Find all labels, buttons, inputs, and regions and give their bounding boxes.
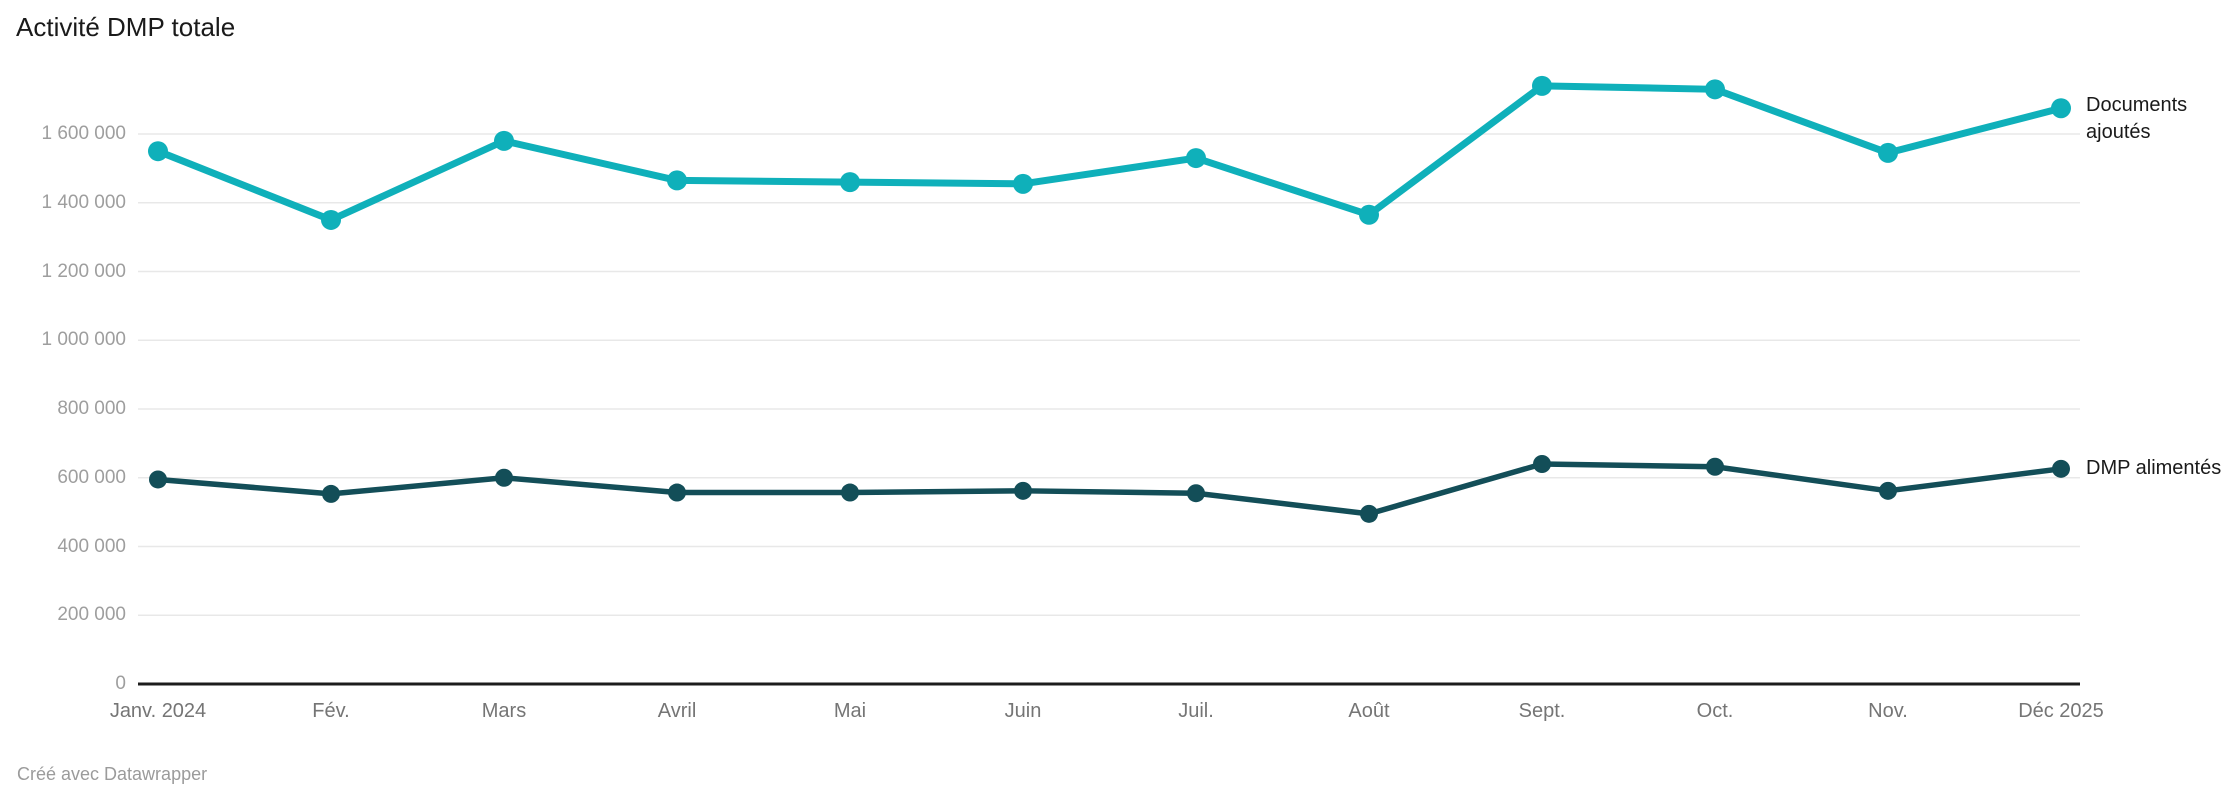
- chart-title: Activité DMP totale: [16, 12, 236, 42]
- x-axis-tick-label: Janv. 2024: [109, 700, 207, 722]
- data-point-dmp-aliment-s: [2052, 459, 2070, 478]
- y-axis-tick-label: 1 000 000: [41, 329, 126, 351]
- datawrapper-attribution-link[interactable]: Créé avec Datawrapper: [17, 764, 208, 784]
- data-point-documents-ajout-s: [1878, 142, 1898, 163]
- data-point-documents-ajout-s: [840, 172, 860, 193]
- data-point-documents-ajout-s: [321, 209, 341, 230]
- x-axis-tick-label: Oct.: [1696, 700, 1734, 722]
- series-label-dmp-alimentes: DMP alimentés: [2086, 457, 2222, 479]
- data-point-documents-ajout-s: [1359, 204, 1379, 225]
- data-point-dmp-aliment-s: [668, 483, 686, 502]
- data-point-documents-ajout-s: [148, 141, 168, 162]
- y-axis-tick-label: 0: [115, 673, 126, 694]
- y-axis-tick-label: 200 000: [57, 604, 126, 626]
- series-line-documents-ajout-s: [154, 82, 2065, 224]
- series-label-documents-ajoutes: Documents ajoutés: [2086, 94, 2188, 143]
- data-point-dmp-aliment-s: [1533, 455, 1551, 473]
- x-axis-tick-label: Sept.: [1518, 700, 1566, 722]
- data-point-dmp-aliment-s: [1706, 457, 1724, 476]
- x-axis-tick-label: Mai: [833, 700, 867, 722]
- data-point-dmp-aliment-s: [495, 468, 513, 487]
- y-axis-tick-label: 1 400 000: [41, 191, 126, 213]
- data-point-documents-ajout-s: [494, 130, 514, 151]
- data-point-dmp-aliment-s: [322, 484, 340, 503]
- y-axis-tick-label: 600 000: [57, 466, 126, 488]
- y-axis-tick-label: 1 200 000: [41, 260, 126, 282]
- data-point-dmp-aliment-s: [1879, 481, 1897, 500]
- y-axis-tick-label: 1 600 000: [41, 123, 126, 144]
- x-axis-tick-label: Juin: [1004, 700, 1042, 722]
- y-axis-tick-label: 400 000: [57, 535, 126, 557]
- data-point-documents-ajout-s: [1532, 75, 1552, 96]
- data-point-dmp-aliment-s: [149, 470, 167, 489]
- data-point-dmp-aliment-s: [1014, 481, 1032, 500]
- data-point-documents-ajout-s: [667, 170, 687, 191]
- y-axis-tick-label: 800 000: [57, 398, 126, 419]
- data-point-dmp-aliment-s: [1187, 484, 1205, 503]
- data-point-dmp-aliment-s: [841, 483, 859, 502]
- x-axis-tick-label: Nov.: [1868, 700, 1908, 722]
- series-line-dmp-aliment-s: [155, 461, 2064, 517]
- data-point-documents-ajout-s: [1013, 173, 1033, 194]
- x-axis-tick-label: Fév.: [312, 700, 350, 722]
- data-point-documents-ajout-s: [2051, 98, 2071, 119]
- x-axis-tick-label: Juil.: [1178, 700, 1214, 722]
- x-axis-tick-label: Août: [1348, 700, 1390, 722]
- x-axis-tick-label: Avril: [657, 700, 697, 722]
- data-point-documents-ajout-s: [1186, 148, 1206, 169]
- data-point-documents-ajout-s: [1705, 79, 1725, 100]
- data-point-dmp-aliment-s: [1360, 504, 1378, 523]
- x-axis-tick-label: Mars: [481, 700, 527, 722]
- x-axis-tick-label: Déc 2025: [2018, 700, 2104, 722]
